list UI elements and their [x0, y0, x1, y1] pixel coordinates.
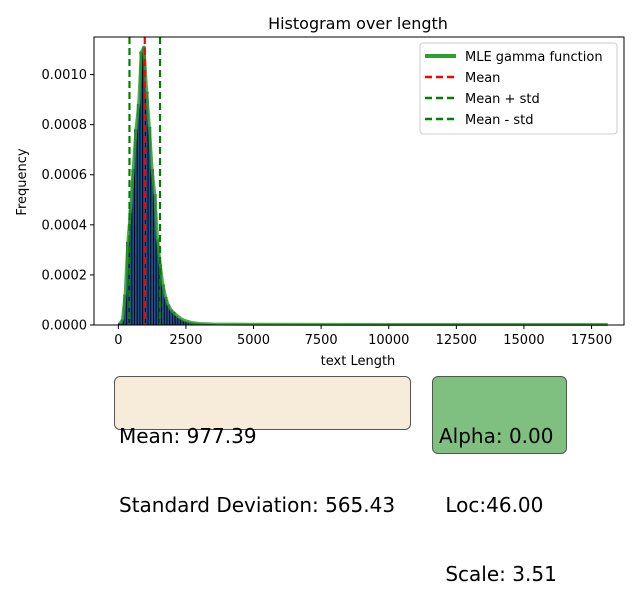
stats-textbox: Mean: 977.39 Standard Deviation: 565.43 [114, 376, 411, 517]
x-tick-label: 7500 [305, 333, 338, 348]
plot-frame [93, 36, 625, 326]
y-axis-label: Frequency [15, 148, 30, 215]
legend-label-gamma: MLE gamma function [465, 50, 603, 65]
gamma-curve-line [118, 45, 608, 326]
loc-text: Loc:46.00 [439, 493, 544, 517]
gamma-curve-layer [118, 45, 608, 326]
x-axis-label: text Length [321, 354, 396, 369]
y-tick-label: 0.0010 [42, 68, 88, 83]
legend-label-mean-minus-std: Mean - std [465, 113, 534, 128]
scale-text: Scale: 3.51 [439, 562, 557, 586]
x-tick-label: 0 [114, 333, 122, 348]
y-axis-ticks: 0.0000 0.0002 0.0004 0.0006 0.0008 0.0010 [42, 68, 94, 334]
legend-label-mean: Mean [465, 71, 500, 86]
y-tick-label: 0.0002 [42, 268, 88, 283]
x-tick-label: 10000 [368, 333, 409, 348]
y-tick-label: 0.0008 [42, 118, 88, 133]
x-tick-label: 17500 [571, 333, 612, 348]
chart-title: Histogram over length [268, 14, 448, 33]
legend-frame [419, 42, 618, 135]
mean-text: Mean: 977.39 [119, 424, 257, 448]
y-tick-label: 0.0000 [42, 319, 88, 334]
y-tick-label: 0.0004 [42, 218, 88, 233]
legend: MLE gamma function Mean Mean + std Mean … [419, 42, 618, 135]
histogram-bar [177, 318, 181, 326]
alpha-text: Alpha: 0.00 [439, 424, 554, 448]
histogram-bar [150, 169, 154, 326]
stat-lines [128, 37, 162, 325]
histogram-bar [136, 104, 141, 326]
x-tick-label: 2500 [169, 333, 202, 348]
x-tick-label: 12500 [436, 333, 477, 348]
legend-label-mean-plus-std: Mean + std [465, 92, 540, 107]
std-text: Standard Deviation: 565.43 [119, 493, 396, 517]
x-axis-ticks: 0 2500 5000 7500 10000 12500 15000 17500 [114, 325, 612, 348]
x-tick-label: 15000 [503, 333, 544, 348]
histogram-chart: Histogram over length 0 2500 5000 7500 10000… [15, 14, 625, 369]
y-tick-label: 0.0006 [42, 168, 88, 183]
gamma-params-textbox: Alpha: 0.00 Loc:46.00 Scale: 3.51 [432, 376, 567, 586]
x-tick-label: 5000 [237, 333, 270, 348]
